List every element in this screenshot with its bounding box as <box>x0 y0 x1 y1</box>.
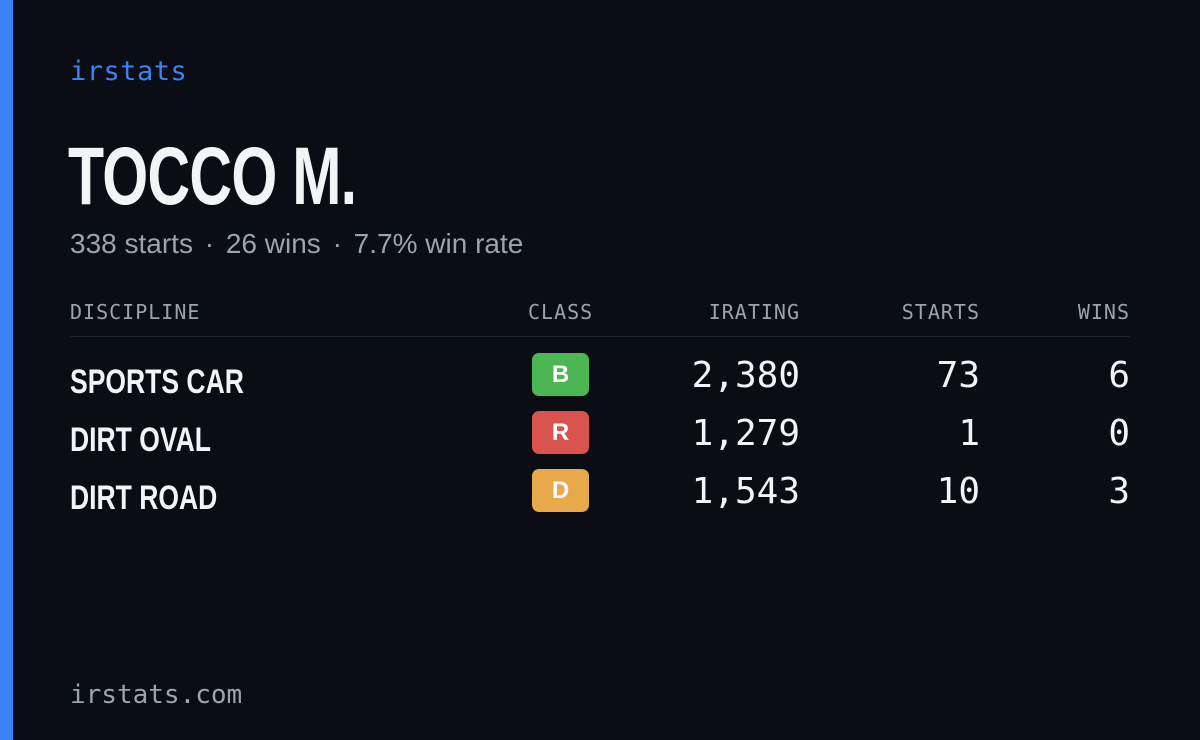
irating-value: 1,279 <box>691 413 800 454</box>
table-body: SPORTS CAR B 2,380 73 6 DIRT OVAL R 1,27… <box>70 337 1130 527</box>
table-header: DISCIPLINE CLASS IRATING STARTS WINS <box>70 300 1130 337</box>
discipline-name: SPORTS CAR <box>70 363 244 401</box>
discipline-stats-table: DISCIPLINE CLASS IRATING STARTS WINS SPO… <box>70 300 1130 527</box>
header-discipline: DISCIPLINE <box>70 300 201 324</box>
separator-dot: · <box>204 228 215 259</box>
footer-site-url[interactable]: irstats.com <box>70 680 243 710</box>
irating-value: 1,543 <box>691 471 800 512</box>
brand-logo-text: irstats <box>70 56 188 87</box>
wins-value: 3 <box>1108 471 1130 512</box>
separator-dot: · <box>332 228 342 259</box>
irating-value: 2,380 <box>691 355 800 396</box>
header-class: CLASS <box>528 300 594 324</box>
total-wins: 26 wins <box>225 228 321 259</box>
accent-bar <box>0 0 13 740</box>
table-row: SPORTS CAR B 2,380 73 6 <box>70 353 1130 411</box>
starts-value: 73 <box>936 355 980 396</box>
starts-value: 1 <box>958 413 980 454</box>
discipline-name: DIRT ROAD <box>70 479 218 517</box>
wins-value: 6 <box>1108 355 1130 396</box>
table-row: DIRT OVAL R 1,279 1 0 <box>70 411 1130 469</box>
win-rate: 7.7% win rate <box>353 228 524 259</box>
header-wins: WINS <box>1077 300 1130 324</box>
starts-value: 10 <box>936 471 980 512</box>
header-irating: IRATING <box>708 300 800 324</box>
driver-summary: 338 starts · 26 wins · 7.7% win rate <box>70 228 523 260</box>
header-starts: STARTS <box>901 300 980 324</box>
discipline-name: DIRT OVAL <box>70 421 211 459</box>
class-badge: B <box>532 353 589 396</box>
table-row: DIRT ROAD D 1,543 10 3 <box>70 469 1130 527</box>
class-badge: D <box>532 469 589 512</box>
driver-name: TOCCO M. <box>68 131 357 222</box>
class-badge: R <box>532 411 589 454</box>
total-starts: 338 starts <box>70 228 193 259</box>
wins-value: 0 <box>1108 413 1130 454</box>
